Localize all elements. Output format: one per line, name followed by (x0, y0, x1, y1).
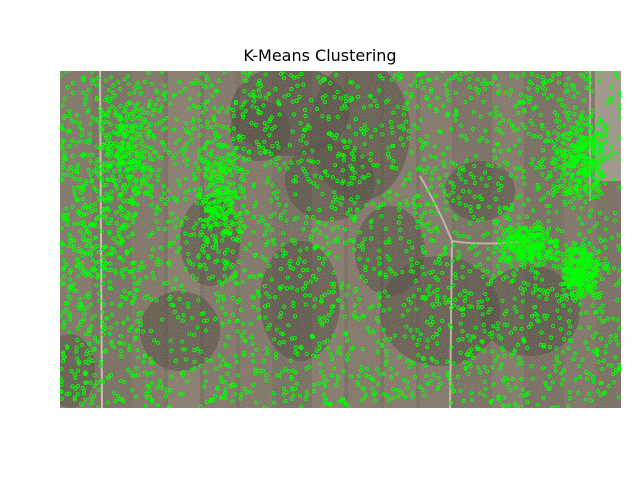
aerial-image (60, 71, 621, 408)
figure-title: K-Means Clustering (0, 46, 640, 65)
image-plot (60, 71, 621, 408)
